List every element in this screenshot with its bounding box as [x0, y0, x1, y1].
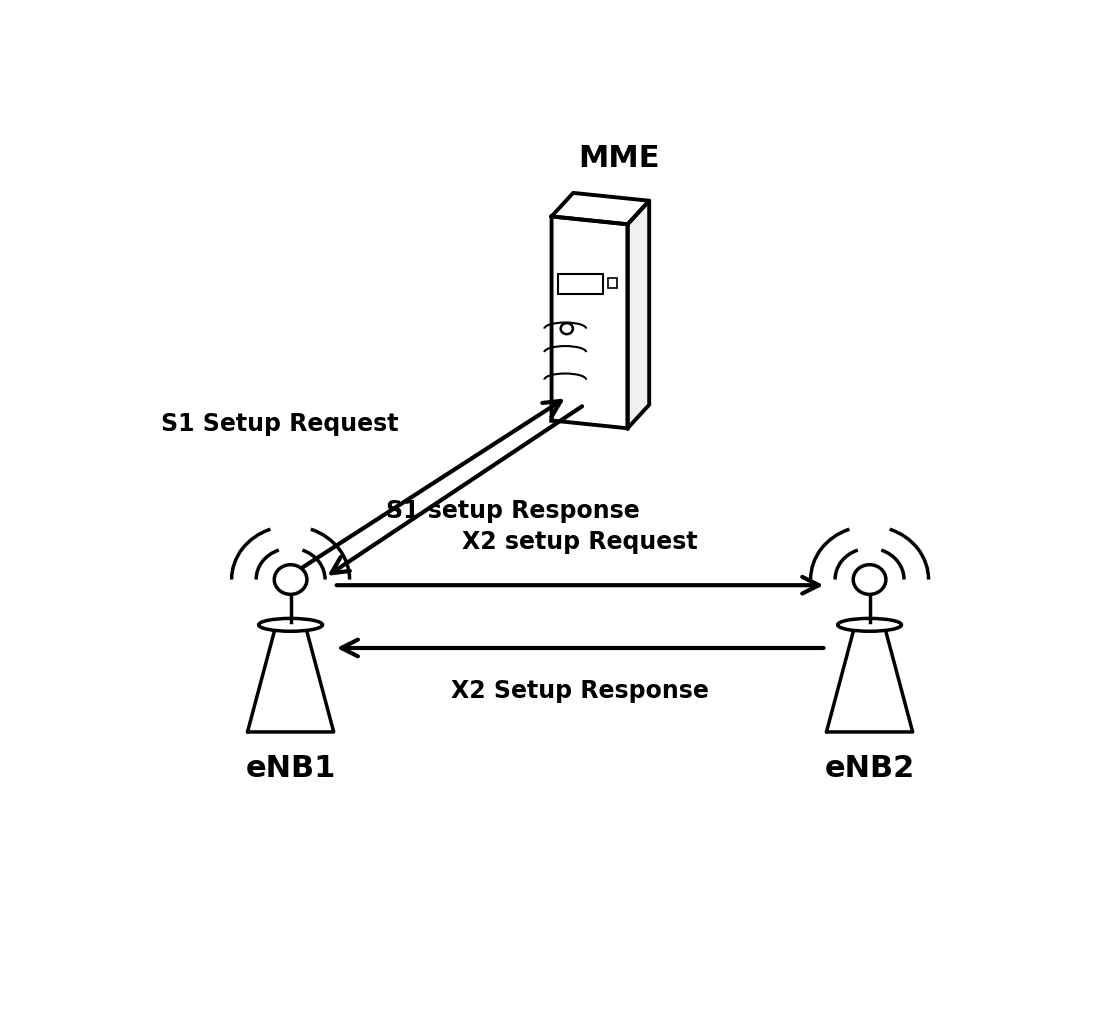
- Ellipse shape: [837, 619, 902, 631]
- Text: X2 Setup Response: X2 Setup Response: [452, 680, 709, 703]
- Text: S1 Setup Request: S1 Setup Request: [161, 413, 398, 436]
- Polygon shape: [552, 193, 649, 224]
- Polygon shape: [248, 625, 333, 732]
- Circle shape: [853, 565, 886, 594]
- Text: S1 setup Response: S1 setup Response: [386, 498, 639, 523]
- Text: MME: MME: [579, 145, 660, 173]
- Text: X2 setup Request: X2 setup Request: [463, 530, 698, 554]
- Polygon shape: [628, 201, 649, 428]
- Bar: [558, 273, 603, 293]
- Polygon shape: [826, 625, 913, 732]
- Text: eNB1: eNB1: [245, 754, 336, 783]
- Polygon shape: [552, 216, 628, 428]
- Text: eNB2: eNB2: [824, 754, 914, 783]
- Bar: [608, 277, 617, 287]
- Ellipse shape: [259, 619, 322, 631]
- Circle shape: [561, 323, 573, 334]
- Circle shape: [274, 565, 307, 594]
